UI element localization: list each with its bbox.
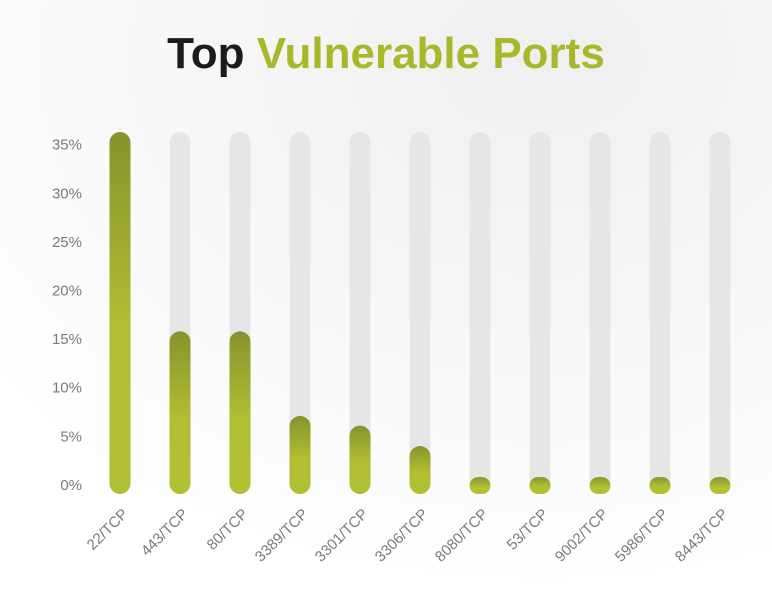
bar (409, 446, 431, 494)
title-main: Top (167, 29, 244, 78)
bar (169, 331, 191, 494)
bar (469, 477, 491, 494)
y-tick-label: 15% (52, 331, 82, 348)
y-tick-label: 25% (52, 234, 82, 251)
bar-track (709, 132, 731, 494)
y-tick-label: 5% (60, 428, 82, 445)
y-tick-label: 30% (52, 185, 82, 202)
bar (589, 477, 611, 494)
bar (109, 132, 131, 494)
bar-track (409, 132, 431, 494)
title-highlight: Vulnerable Ports (257, 29, 605, 78)
bar (289, 415, 311, 494)
y-tick-label: 35% (52, 137, 82, 154)
y-tick-label: 20% (52, 283, 82, 300)
bar (229, 331, 251, 494)
bar-track (289, 132, 311, 494)
bar (649, 477, 671, 494)
bar-track (529, 132, 551, 494)
bar-track (589, 132, 611, 494)
bar (709, 477, 731, 494)
y-tick-label: 10% (52, 380, 82, 397)
bar-track (649, 132, 671, 494)
bar (349, 425, 371, 494)
chart-title: Top Vulnerable Ports (167, 29, 605, 78)
y-tick-label: 0% (60, 477, 82, 494)
bar-track (349, 132, 371, 494)
bar (529, 477, 551, 494)
bar-track (469, 132, 491, 494)
